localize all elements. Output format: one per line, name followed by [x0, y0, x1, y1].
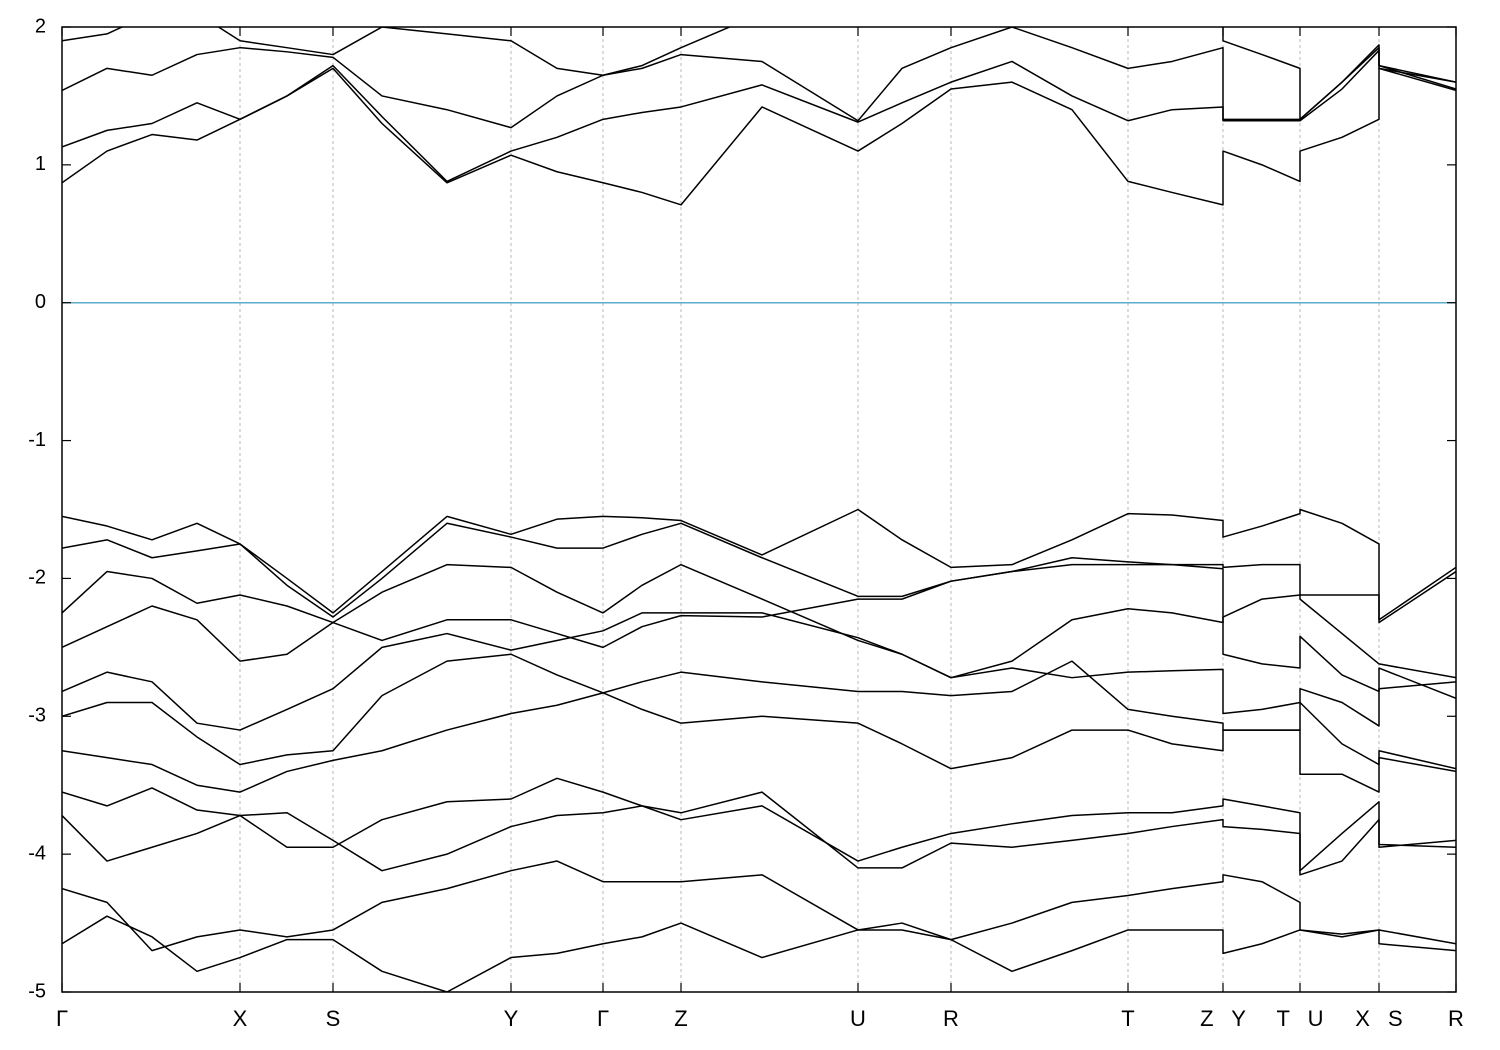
x-tick-label: Z Y [1200, 1006, 1246, 1031]
y-tick-label: 2 [35, 15, 46, 37]
band-line [62, 49, 1456, 183]
band-line [62, 27, 1456, 121]
y-tick-label: 1 [35, 153, 46, 175]
band-line [62, 563, 1456, 693]
x-tick-label: Y [504, 1006, 519, 1031]
y-tick-label: -4 [28, 842, 46, 864]
x-tick-label: X S [1355, 1006, 1402, 1031]
y-tick-label: -5 [28, 980, 46, 1002]
band-line [62, 860, 1456, 952]
y-tick-label: -1 [28, 429, 46, 451]
bands [62, 27, 1456, 992]
x-tick-label: Γ [597, 1006, 609, 1031]
x-tick-label: Γ [56, 1006, 68, 1031]
x-tick-label: T U [1276, 1006, 1323, 1031]
x-tick-label: T [1121, 1006, 1134, 1031]
band-line [62, 692, 1456, 793]
x-tick-label: Z [674, 1006, 687, 1031]
x-tick-label: R [1448, 1006, 1464, 1031]
x-tick-label: R [943, 1006, 959, 1031]
band-line [62, 787, 1456, 872]
band-line [62, 563, 1456, 679]
y-tick-label: -2 [28, 567, 46, 589]
y-tick-label: -3 [28, 705, 46, 727]
x-tick-label: U [850, 1006, 866, 1031]
band-line [62, 915, 1456, 992]
x-tick-label: S [326, 1006, 341, 1031]
x-tick-label: X [233, 1006, 248, 1031]
band-line [62, 522, 1456, 624]
band-line [62, 612, 1456, 731]
band-line [62, 67, 1456, 206]
axes: -5 -4 -3 -2 -1 0 1 2 Γ X S Y Γ Z U R T Z Y T U X S R [28, 15, 1464, 1031]
band-line [62, 777, 1456, 876]
y-tick-label: 0 [35, 291, 46, 313]
band-line [62, 508, 1456, 621]
plot-frame [61, 26, 1457, 993]
grid [62, 27, 1456, 992]
band-line [62, 27, 1456, 129]
